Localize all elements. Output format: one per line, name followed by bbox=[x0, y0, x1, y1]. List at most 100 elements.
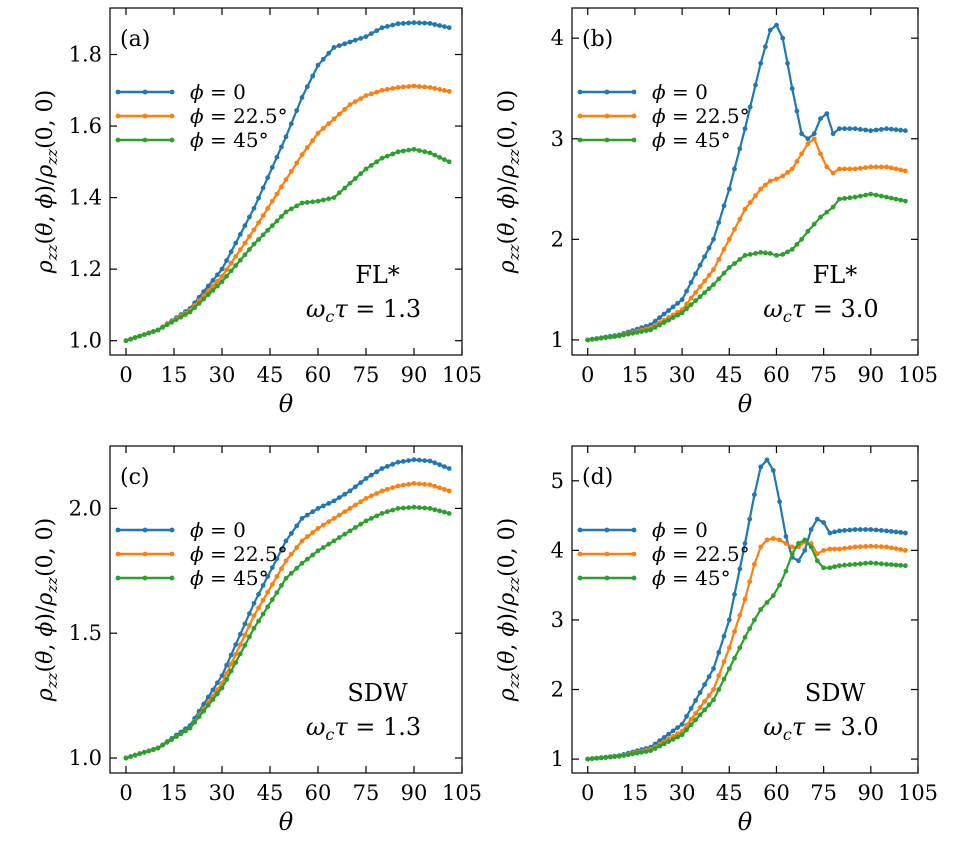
data-point bbox=[242, 240, 248, 246]
data-point bbox=[320, 522, 326, 528]
data-point bbox=[811, 221, 817, 227]
x-tick-label: 60 bbox=[305, 781, 332, 805]
panel-label: (a) bbox=[120, 27, 150, 52]
data-point bbox=[384, 464, 390, 469]
data-point bbox=[799, 131, 804, 137]
data-point bbox=[657, 322, 662, 328]
data-point bbox=[888, 562, 894, 567]
data-point bbox=[363, 34, 369, 39]
annotation-omega-tau: ωcτ = 1.3 bbox=[306, 295, 421, 326]
data-point bbox=[442, 464, 447, 469]
x-tick-label: 0 bbox=[581, 781, 594, 805]
data-point bbox=[873, 127, 879, 133]
legend-label: ϕ = 22.5° bbox=[190, 542, 288, 566]
data-point bbox=[432, 460, 438, 466]
y-tick-label: 1.6 bbox=[69, 114, 102, 138]
data-point bbox=[437, 87, 442, 92]
legend-marker bbox=[169, 89, 175, 95]
data-point bbox=[192, 720, 198, 725]
data-point bbox=[747, 626, 753, 631]
data-point bbox=[379, 511, 385, 516]
plot-frame bbox=[109, 445, 463, 774]
data-point bbox=[884, 561, 889, 567]
data-point bbox=[847, 195, 853, 201]
data-point bbox=[406, 505, 412, 510]
data-point bbox=[432, 86, 438, 91]
data-point bbox=[347, 488, 353, 494]
data-point bbox=[442, 88, 447, 93]
data-point bbox=[821, 520, 826, 525]
data-point bbox=[648, 327, 653, 333]
data-point bbox=[785, 170, 790, 175]
data-point bbox=[780, 173, 786, 179]
data-point bbox=[237, 257, 243, 263]
data-point bbox=[796, 558, 801, 564]
y-tick-label: 1.2 bbox=[69, 257, 102, 281]
x-tick-label: 30 bbox=[669, 363, 696, 387]
data-point bbox=[411, 20, 417, 26]
data-point bbox=[742, 634, 748, 640]
data-point bbox=[310, 138, 316, 143]
data-point bbox=[808, 544, 814, 550]
x-tick-label: 15 bbox=[622, 363, 649, 387]
data-point bbox=[237, 631, 243, 637]
data-point bbox=[706, 693, 712, 698]
data-point bbox=[873, 560, 879, 566]
legend-marker bbox=[142, 575, 148, 581]
data-point bbox=[796, 541, 801, 546]
data-point bbox=[742, 253, 748, 258]
data-point bbox=[242, 642, 248, 648]
x-tick-label: 0 bbox=[119, 363, 132, 387]
data-point bbox=[675, 312, 680, 318]
legend-marker bbox=[631, 527, 637, 533]
legend-marker bbox=[115, 89, 121, 95]
data-point bbox=[437, 485, 442, 491]
data-point bbox=[299, 516, 305, 521]
data-point bbox=[251, 241, 257, 247]
data-point bbox=[146, 748, 152, 754]
data-point bbox=[857, 561, 863, 567]
data-point bbox=[210, 697, 216, 702]
data-point bbox=[852, 194, 858, 200]
data-point bbox=[903, 548, 908, 553]
data-point bbox=[878, 164, 884, 170]
data-point bbox=[390, 86, 396, 91]
data-point bbox=[315, 506, 321, 511]
legend-marker bbox=[577, 89, 583, 95]
data-point bbox=[137, 751, 143, 757]
data-point bbox=[363, 166, 369, 172]
legend-marker bbox=[604, 113, 610, 119]
panel-label: (b) bbox=[582, 27, 613, 52]
data-point bbox=[187, 725, 193, 731]
data-point bbox=[294, 108, 300, 113]
data-point bbox=[390, 22, 396, 28]
data-point bbox=[164, 739, 170, 745]
data-point bbox=[237, 232, 243, 237]
data-point bbox=[639, 329, 644, 334]
data-point bbox=[233, 660, 239, 665]
data-point bbox=[201, 296, 207, 302]
y-axis-label: ρzz(θ, ϕ)/ρzz(0, 0) bbox=[495, 518, 523, 703]
data-point bbox=[406, 147, 412, 153]
data-point bbox=[726, 186, 732, 192]
data-point bbox=[294, 160, 300, 166]
legend-label: ϕ = 22.5° bbox=[652, 104, 750, 128]
data-point bbox=[400, 148, 406, 154]
data-point bbox=[437, 23, 442, 28]
data-point bbox=[368, 31, 374, 36]
legend-marker bbox=[604, 137, 610, 143]
data-point bbox=[336, 512, 342, 518]
data-point bbox=[288, 551, 294, 557]
data-point bbox=[785, 60, 790, 66]
data-point bbox=[634, 330, 640, 335]
data-point bbox=[310, 199, 316, 205]
data-point bbox=[320, 197, 326, 203]
data-point bbox=[857, 544, 863, 550]
data-point bbox=[400, 482, 406, 488]
legend-marker bbox=[169, 113, 175, 119]
data-point bbox=[893, 127, 899, 133]
data-point bbox=[384, 509, 390, 515]
data-point bbox=[192, 305, 198, 311]
data-point bbox=[251, 625, 257, 631]
data-point bbox=[868, 560, 874, 566]
